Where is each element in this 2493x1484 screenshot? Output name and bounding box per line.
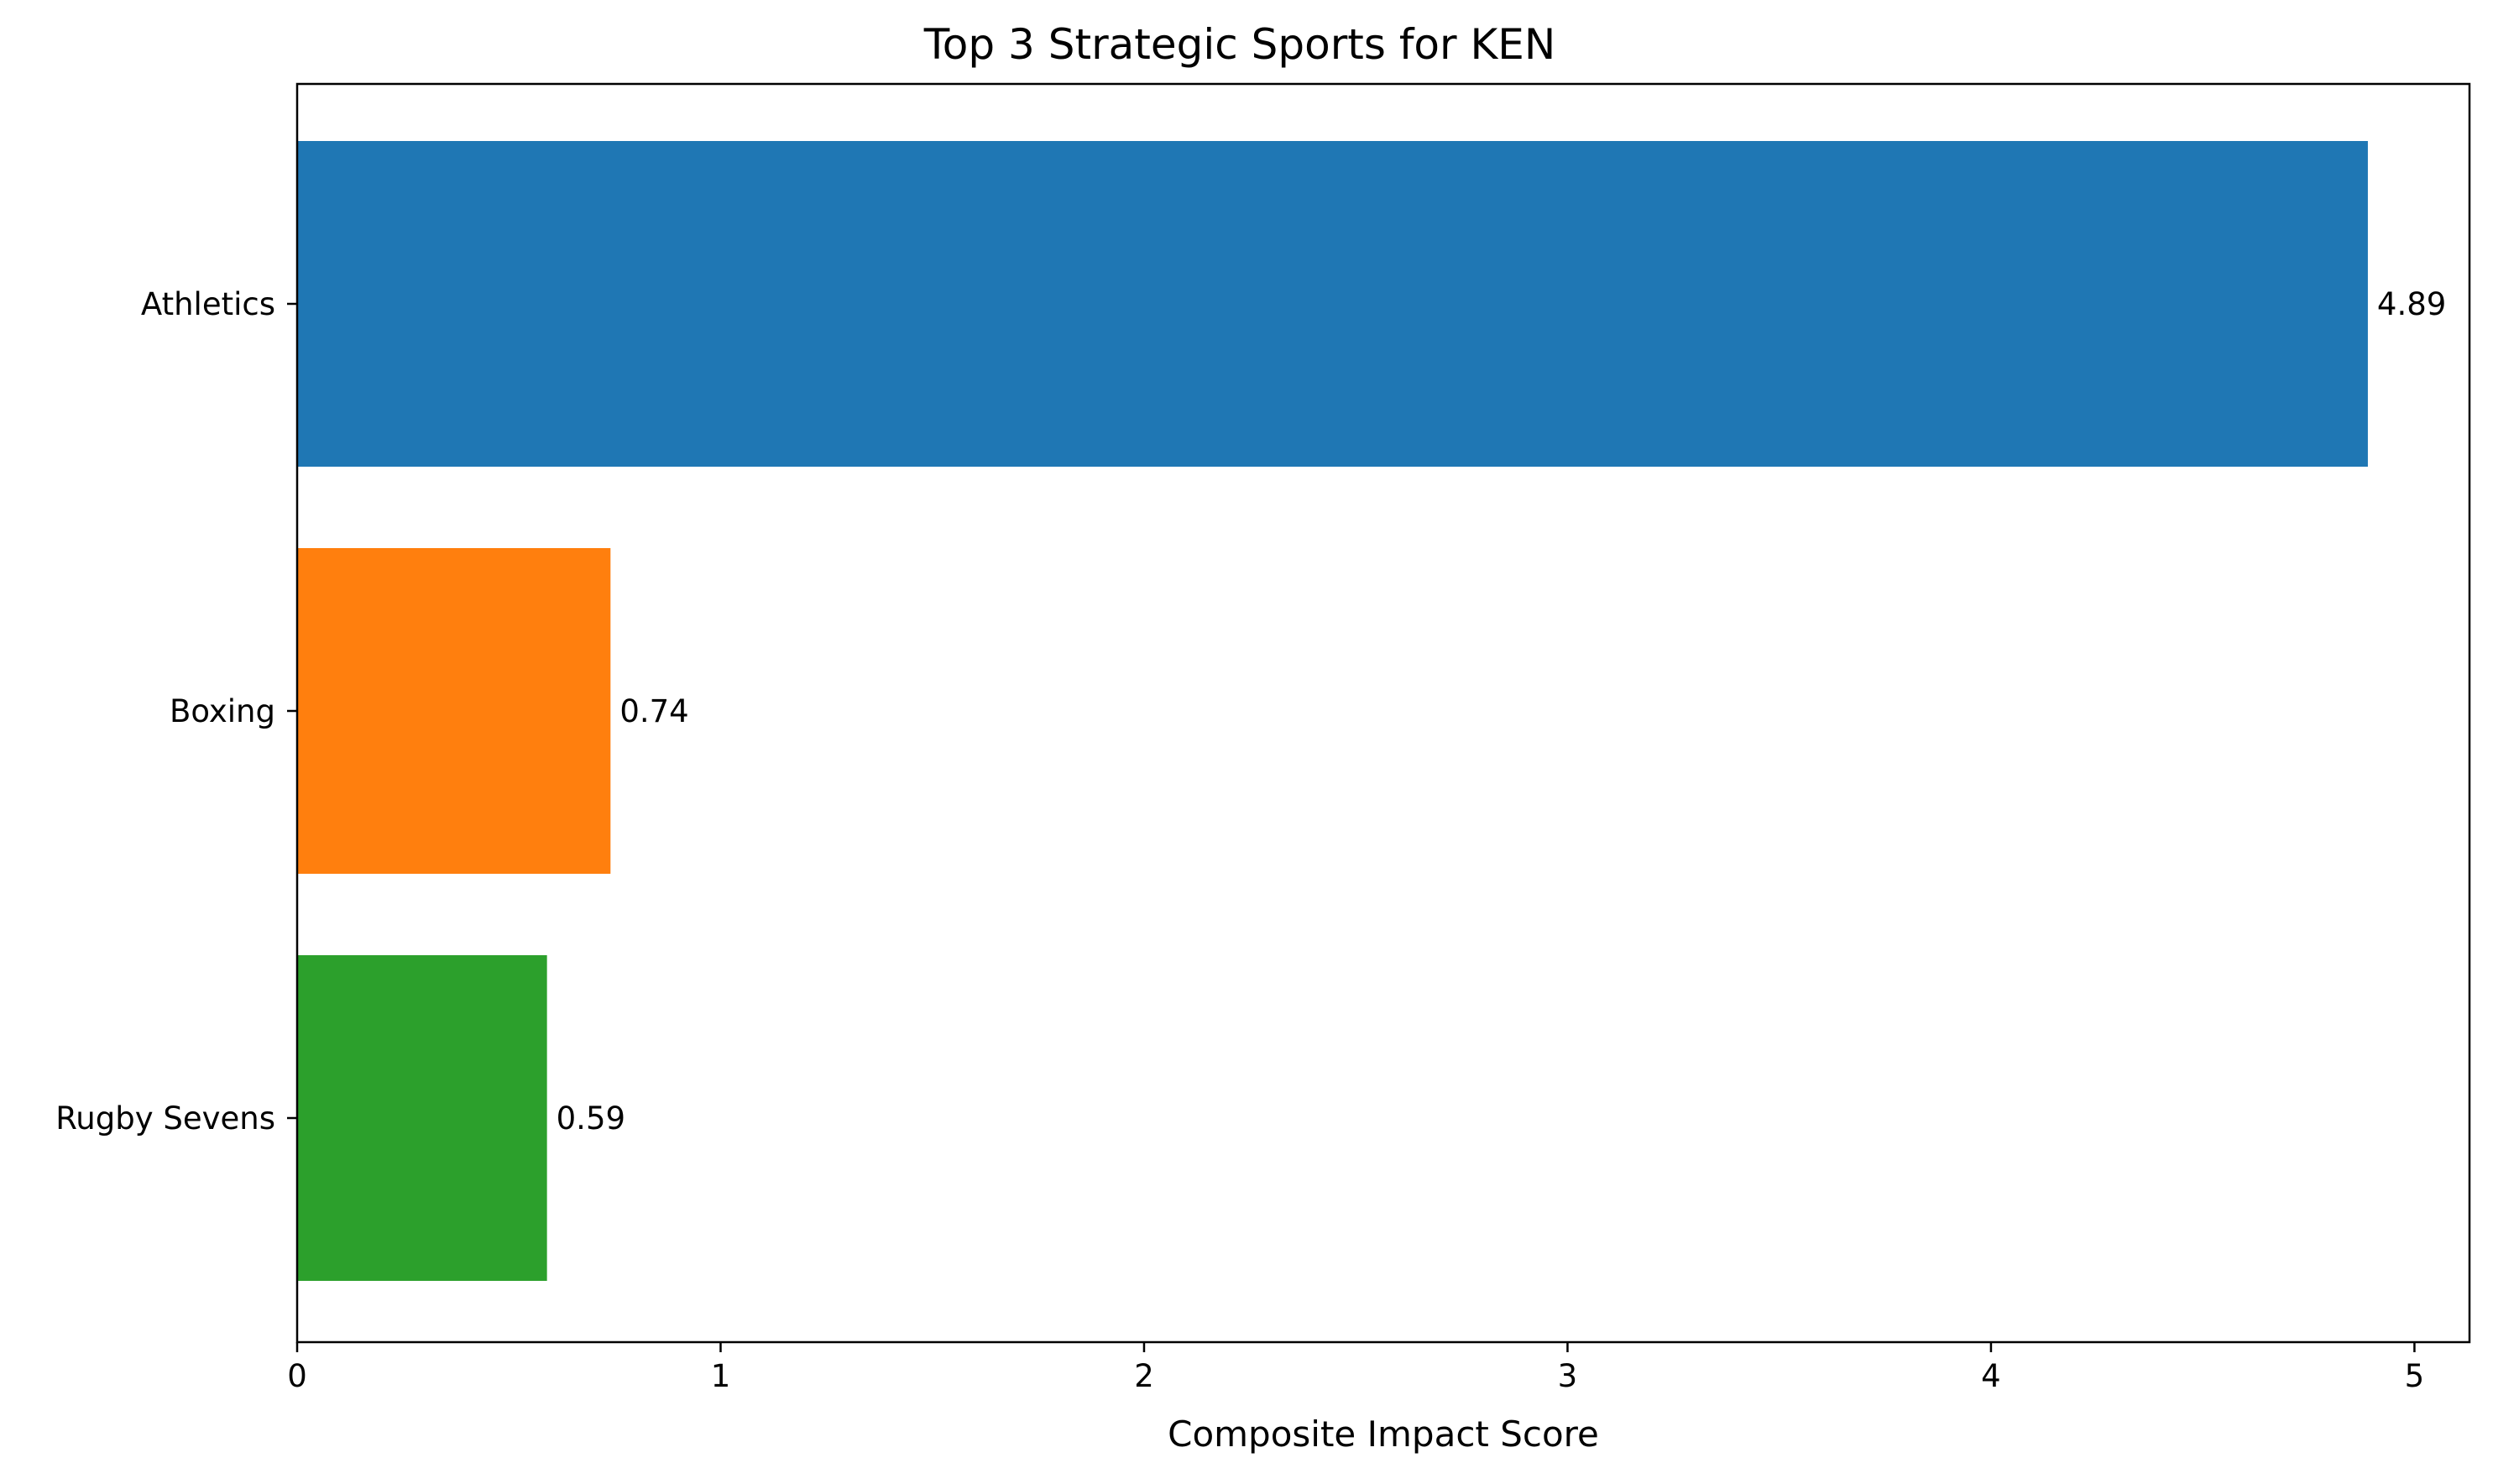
value-label-rugby-sevens: 0.59 — [557, 1100, 625, 1137]
bar-boxing — [297, 548, 611, 874]
x-tick-label-1: 1 — [711, 1358, 731, 1394]
x-axis-label: Composite Impact Score — [1168, 1413, 1599, 1455]
bar-rugby-sevens — [297, 955, 547, 1281]
bar-athletics — [297, 141, 2368, 467]
x-tick-label-3: 3 — [1558, 1358, 1578, 1394]
x-tick-label-2: 2 — [1134, 1358, 1154, 1394]
chart-title: Top 3 Strategic Sports for KEN — [923, 20, 1556, 69]
value-labels-group: 4.89 0.74 0.59 — [557, 286, 2447, 1137]
bars-group — [297, 141, 2368, 1281]
x-tick-label-4: 4 — [1981, 1358, 2001, 1394]
x-tick-label-0: 0 — [287, 1358, 307, 1394]
value-label-boxing: 0.74 — [619, 693, 688, 729]
x-axis-ticks: 0 1 2 3 4 5 — [287, 1342, 2424, 1394]
y-tick-label-rugby-sevens: Rugby Sevens — [55, 1100, 275, 1137]
y-tick-label-boxing: Boxing — [170, 693, 275, 729]
x-tick-label-5: 5 — [2405, 1358, 2425, 1394]
y-axis-ticks: Athletics Boxing Rugby Sevens — [55, 286, 297, 1137]
value-label-athletics: 4.89 — [2377, 286, 2446, 322]
plot-frame — [295, 82, 2471, 1344]
y-tick-label-athletics: Athletics — [141, 286, 275, 322]
